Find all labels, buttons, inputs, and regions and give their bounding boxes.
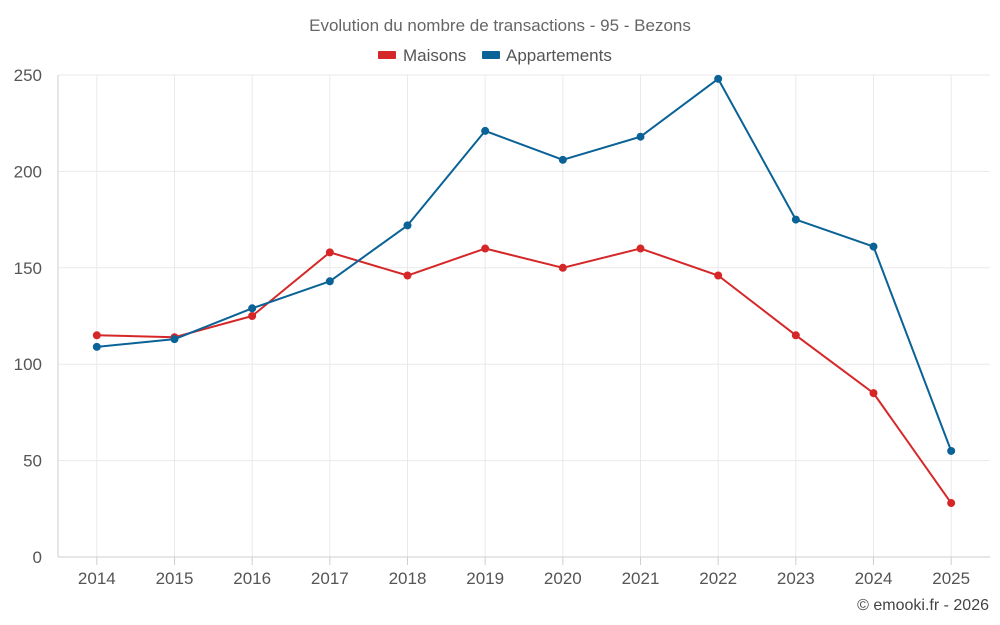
data-point-appartements	[636, 132, 645, 141]
credit-text: © emooki.fr - 2026	[857, 597, 989, 614]
data-point-maisons	[947, 499, 956, 508]
data-point-appartements	[947, 446, 956, 455]
x-tick-label: 2023	[777, 569, 815, 588]
x-tick-label: 2015	[156, 569, 194, 588]
x-tick-label: 2020	[544, 569, 582, 588]
data-point-appartements	[481, 126, 490, 135]
series-maisons	[92, 244, 956, 508]
legend-swatch-maisons	[378, 51, 396, 59]
y-tick-label: 250	[14, 66, 42, 85]
series-line-appartements	[96, 77, 953, 452]
data-point-maisons	[403, 271, 412, 280]
data-point-appartements	[92, 342, 101, 351]
x-tick-label: 2025	[932, 569, 970, 588]
data-point-maisons	[791, 331, 800, 340]
legend: Maisons Appartements	[378, 46, 612, 65]
data-point-maisons	[481, 244, 490, 253]
data-point-maisons	[714, 271, 723, 280]
y-tick-label: 200	[14, 162, 42, 181]
data-point-maisons	[92, 331, 101, 340]
data-point-maisons	[248, 312, 257, 320]
data-point-appartements	[170, 335, 179, 344]
data-point-appartements	[403, 221, 412, 230]
legend-swatch-appartements	[482, 51, 500, 59]
data-point-maisons	[325, 248, 334, 257]
x-tick-label: 2016	[233, 569, 271, 588]
x-tick-label: 2024	[855, 569, 893, 588]
data-point-appartements	[791, 215, 800, 224]
data-point-appartements	[248, 304, 257, 313]
series	[92, 74, 956, 508]
y-tick-label: 100	[14, 355, 42, 374]
legend-label-maisons: Maisons	[403, 46, 466, 65]
chart-title: Evolution du nombre de transactions - 95…	[309, 16, 691, 35]
data-point-appartements	[558, 155, 567, 164]
data-point-maisons	[869, 389, 878, 398]
series-appartements	[92, 74, 956, 455]
y-tick-label: 0	[33, 548, 42, 567]
legend-label-appartements: Appartements	[506, 46, 612, 65]
x-tick-label: 2022	[699, 569, 737, 588]
x-tick-label: 2021	[622, 569, 660, 588]
x-tick-label: 2018	[389, 569, 427, 588]
data-point-appartements	[869, 242, 878, 251]
y-tick-label: 50	[23, 452, 42, 471]
grid	[58, 74, 990, 557]
x-tick-label: 2019	[466, 569, 504, 588]
data-point-maisons	[636, 244, 645, 253]
data-point-appartements	[325, 277, 334, 286]
series-line-maisons	[96, 247, 952, 504]
data-point-appartements	[714, 74, 723, 83]
y-tick-label: 150	[14, 259, 42, 278]
data-point-maisons	[558, 263, 567, 272]
x-tick-label: 2014	[78, 569, 116, 588]
axes: 0 50 100 150 200 250 2014 2015 2016 2017 2018 2019 2…	[14, 66, 990, 588]
x-tick-label: 2017	[311, 569, 349, 588]
